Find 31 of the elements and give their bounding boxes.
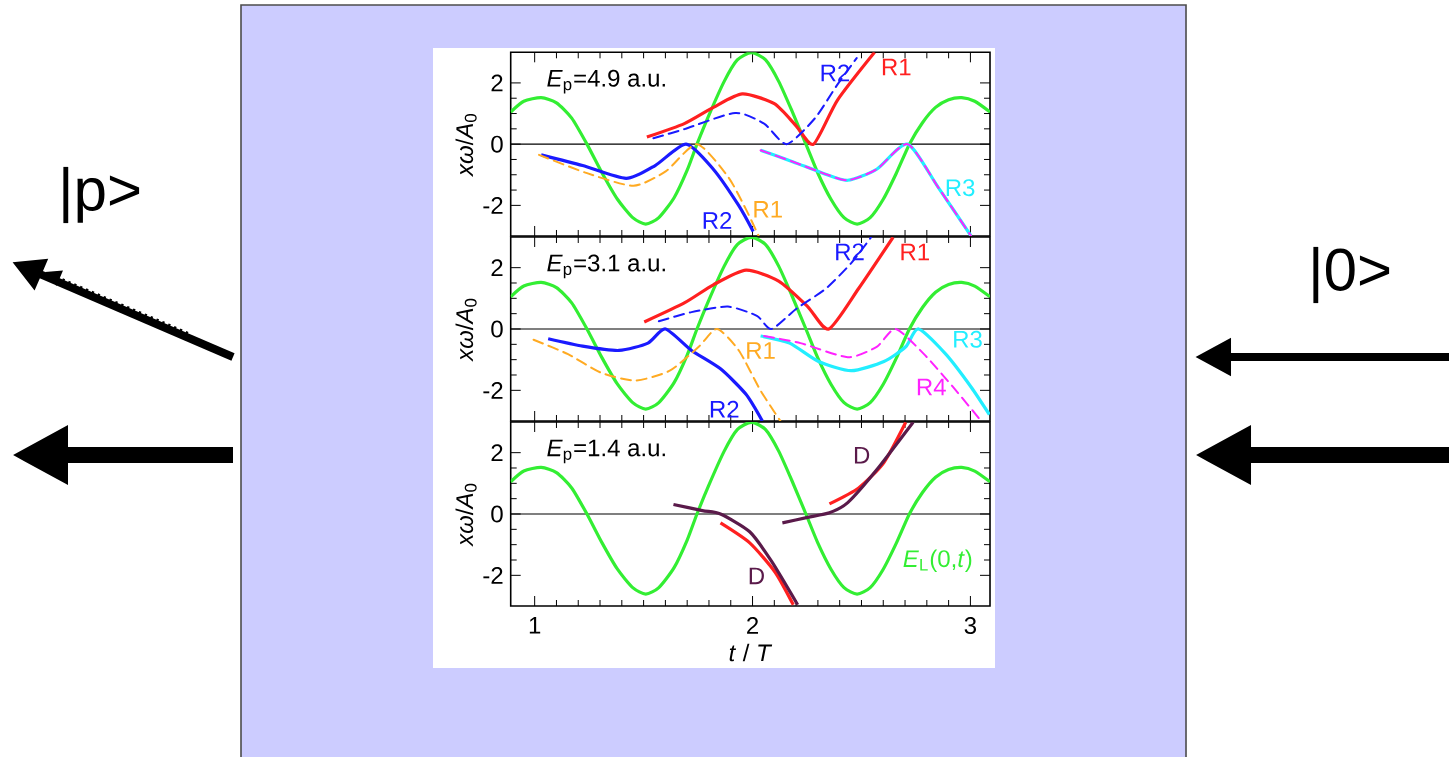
- text: E$_{p}$=1.4 a.u.: [547, 439, 665, 464]
- text: E$_{p}$=4.9 a.u.: [547, 69, 665, 94]
- series-label: D: [749, 567, 764, 585]
- x-tick-label: 2: [747, 617, 759, 634]
- series-label: R1: [882, 58, 911, 76]
- y-tick-label: 0: [491, 320, 503, 338]
- series-label: R1: [754, 201, 782, 218]
- series-label: R2: [836, 243, 864, 261]
- y-tick-label: -2: [483, 197, 503, 214]
- y-tick-label: -2: [483, 381, 503, 399]
- y-tick-label: 0: [491, 135, 503, 153]
- text: |p>: [63, 166, 140, 224]
- x-tick-label: 3: [964, 617, 977, 635]
- x-tick-label: 1: [529, 617, 541, 634]
- y-tick-label: -2: [483, 566, 503, 584]
- y-tick-label: 0: [491, 505, 503, 523]
- series-label: R3: [946, 179, 975, 197]
- text: E$_{p}$=3.1 a.u.: [547, 254, 665, 279]
- series-label: D: [854, 446, 870, 464]
- series-label: R1: [747, 342, 775, 359]
- series-label: E$_{L}$(0,t): [903, 549, 972, 572]
- series-label: R2: [703, 212, 732, 229]
- series-label: R1: [901, 243, 929, 261]
- series-label: R3: [954, 330, 982, 348]
- series-label: R2: [710, 400, 739, 418]
- x-axis-title: t / T: [729, 643, 773, 662]
- series-label: R4: [917, 378, 946, 396]
- y-tick-label: 2: [491, 444, 503, 462]
- y-tick-label: 2: [491, 259, 503, 277]
- y-tick-label: 2: [491, 74, 503, 92]
- text: |0>: [1313, 246, 1390, 304]
